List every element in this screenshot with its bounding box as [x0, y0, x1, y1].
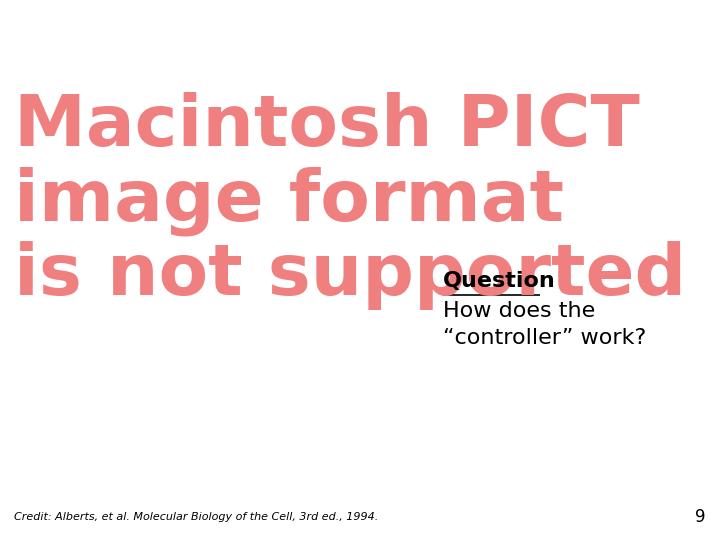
- Text: Credit: Alberts, et al. Molecular Biology of the Cell, 3rd ed., 1994.: Credit: Alberts, et al. Molecular Biolog…: [14, 512, 379, 522]
- Text: Cell cycle checkpoints: Cell cycle checkpoints: [191, 21, 529, 50]
- Text: How does the
“controller” work?: How does the “controller” work?: [443, 301, 646, 348]
- Text: Macintosh PICT
image format
is not supported: Macintosh PICT image format is not suppo…: [14, 92, 687, 310]
- Text: 9: 9: [695, 508, 706, 526]
- Text: Question: Question: [443, 271, 556, 291]
